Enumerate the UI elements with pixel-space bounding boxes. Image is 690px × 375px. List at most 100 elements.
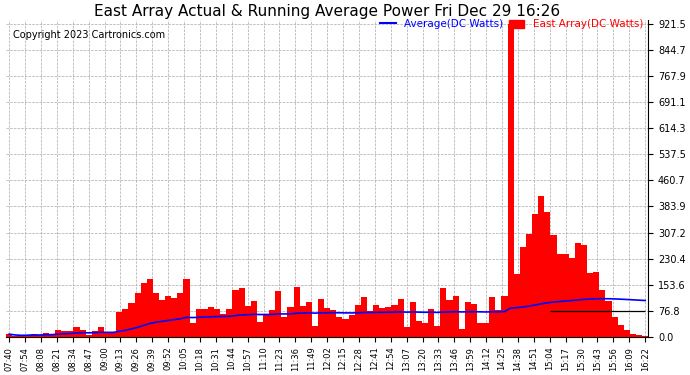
Bar [373, 305, 380, 337]
Bar [367, 311, 373, 337]
Bar [6, 334, 12, 337]
Bar [348, 315, 355, 337]
Bar [465, 302, 471, 337]
Bar [428, 309, 434, 337]
Bar [293, 286, 299, 337]
Bar [355, 305, 361, 337]
Bar [135, 293, 141, 337]
Bar [299, 306, 306, 337]
Bar [208, 307, 214, 337]
Bar [508, 24, 513, 337]
Bar [440, 288, 446, 337]
Bar [30, 334, 37, 337]
Bar [385, 307, 391, 337]
Bar [282, 316, 288, 337]
Bar [86, 334, 92, 337]
Bar [600, 290, 605, 337]
Bar [196, 309, 201, 337]
Bar [513, 274, 520, 337]
Bar [605, 301, 611, 337]
Bar [61, 331, 67, 337]
Bar [122, 309, 128, 337]
Bar [67, 331, 73, 337]
Bar [233, 290, 239, 337]
Bar [201, 309, 208, 337]
Bar [404, 327, 410, 337]
Title: East Array Actual & Running Average Power Fri Dec 29 16:26: East Array Actual & Running Average Powe… [94, 4, 560, 19]
Bar [159, 300, 165, 337]
Bar [391, 305, 397, 337]
Bar [361, 297, 367, 337]
Bar [483, 323, 489, 337]
Bar [220, 314, 226, 337]
Bar [459, 329, 465, 337]
Bar [575, 243, 581, 337]
Bar [520, 247, 526, 337]
Bar [275, 291, 282, 337]
Bar [324, 308, 331, 337]
Bar [184, 279, 190, 337]
Bar [397, 299, 404, 337]
Bar [263, 314, 269, 337]
Bar [73, 327, 79, 337]
Bar [611, 316, 618, 337]
Bar [312, 326, 318, 337]
Bar [569, 258, 575, 337]
Bar [557, 254, 562, 337]
Bar [269, 310, 275, 337]
Bar [502, 296, 508, 337]
Bar [128, 303, 135, 337]
Bar [239, 288, 245, 337]
Bar [581, 245, 587, 337]
Bar [642, 336, 648, 337]
Bar [43, 333, 49, 337]
Bar [342, 319, 348, 337]
Bar [92, 330, 98, 337]
Bar [453, 296, 459, 337]
Bar [477, 322, 483, 337]
Bar [37, 335, 43, 337]
Bar [446, 300, 453, 337]
Bar [98, 327, 104, 337]
Bar [551, 236, 557, 337]
Bar [434, 326, 440, 337]
Bar [331, 310, 336, 337]
Bar [245, 306, 250, 337]
Legend: Average(DC Watts), East Array(DC Watts): Average(DC Watts), East Array(DC Watts) [380, 19, 643, 29]
Bar [495, 310, 502, 337]
Bar [141, 283, 147, 337]
Bar [526, 234, 532, 337]
Bar [12, 336, 19, 337]
Bar [171, 298, 177, 337]
Bar [538, 196, 544, 337]
Bar [318, 299, 324, 337]
Bar [55, 330, 61, 337]
Bar [110, 333, 116, 337]
Bar [49, 334, 55, 337]
Bar [190, 323, 196, 337]
Bar [153, 293, 159, 337]
Bar [165, 296, 171, 337]
Bar [471, 304, 477, 337]
Bar [79, 330, 86, 337]
Bar [630, 334, 636, 337]
Bar [422, 323, 428, 337]
Bar [24, 335, 30, 337]
Bar [104, 333, 110, 337]
Text: Copyright 2023 Cartronics.com: Copyright 2023 Cartronics.com [12, 30, 165, 40]
Bar [336, 317, 342, 337]
Bar [587, 273, 593, 337]
Bar [544, 212, 551, 337]
Bar [416, 321, 422, 337]
Bar [257, 322, 263, 337]
Bar [19, 336, 24, 337]
Bar [562, 254, 569, 337]
Bar [177, 293, 184, 337]
Bar [116, 312, 122, 337]
Bar [288, 307, 293, 337]
Bar [489, 297, 495, 337]
Bar [380, 308, 385, 337]
Bar [593, 272, 600, 337]
Bar [624, 330, 630, 337]
Bar [214, 309, 220, 337]
